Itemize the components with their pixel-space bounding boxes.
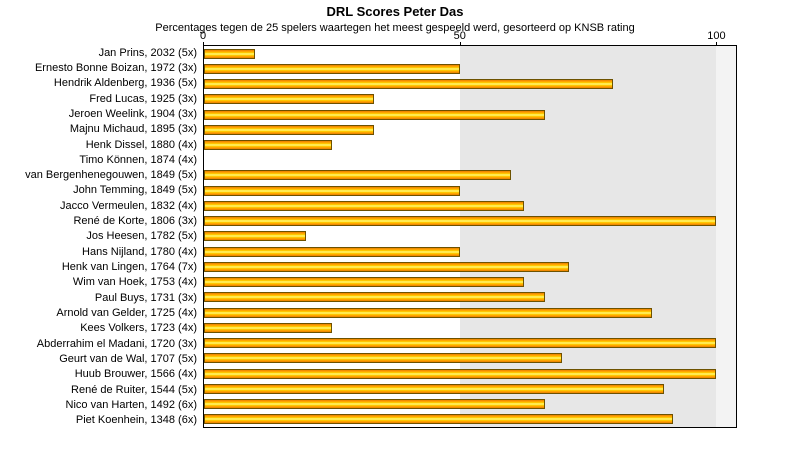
score-bar: [204, 200, 524, 211]
bar-row: [204, 92, 736, 107]
player-label: Henk Dissel, 1880 (4x): [85, 138, 197, 151]
player-label: Timo Können, 1874 (4x): [79, 153, 197, 166]
player-label: Hans Nijland, 1780 (4x): [82, 245, 197, 258]
player-label: Arnold van Gelder, 1725 (4x): [56, 306, 197, 319]
score-bar: [204, 322, 332, 333]
player-label: Abderrahim el Madani, 1720 (3x): [36, 337, 197, 350]
player-label: Fred Lucas, 1925 (3x): [89, 92, 197, 105]
player-label: Huub Brouwer, 1566 (4x): [74, 368, 197, 381]
y-axis-labels: Jan Prins, 2032 (5x) Ernesto Bonne Boizan…: [0, 45, 197, 428]
score-bar: [204, 277, 524, 288]
bar-row: [204, 366, 736, 381]
bar-rows: [204, 46, 736, 427]
score-bar: [204, 79, 614, 90]
bar-row: [204, 275, 736, 290]
bar-row: [204, 290, 736, 305]
bar-row: [204, 183, 736, 198]
score-bar: [204, 94, 375, 105]
bar-row: [204, 46, 736, 61]
x-tick-mark: [716, 42, 718, 45]
shaded-band-over-100: [715, 46, 736, 427]
x-tick-mark: [459, 42, 461, 45]
x-tick-label: 0: [199, 30, 207, 42]
bar-row: [204, 107, 736, 122]
score-bar: [204, 338, 716, 349]
score-bar: [204, 292, 546, 303]
score-bar: [204, 109, 546, 120]
player-label: Nico van Harten, 1492 (6x): [65, 398, 197, 411]
bar-row: [204, 76, 736, 91]
score-bar: [204, 231, 307, 242]
score-bar: [204, 383, 665, 394]
score-bar: [204, 399, 546, 409]
chart-subtitle: Percentages tegen de 25 spelers waartege…: [155, 22, 635, 34]
bar-row: [204, 198, 736, 213]
bar-row: [204, 305, 736, 320]
bar-row: [204, 122, 736, 137]
score-bar: [204, 140, 332, 151]
x-tick-mark: [203, 42, 204, 45]
player-label: Ernesto Bonne Boizan, 1972 (3x): [34, 61, 197, 74]
player-label: John Temming, 1849 (5x): [73, 184, 197, 197]
bar-row: [204, 168, 736, 183]
bar-row: [204, 244, 736, 259]
score-bar: [204, 246, 460, 257]
player-label: Henk van Lingen, 1764 (7x): [61, 261, 197, 274]
bar-row: [204, 396, 736, 411]
score-bar: [204, 216, 716, 227]
bar-row: [204, 61, 736, 76]
x-tick-label: 50: [453, 30, 466, 42]
bar-row: [204, 412, 736, 427]
bar-row: [204, 351, 736, 366]
player-label: Majnu Michaud, 1895 (3x): [69, 123, 197, 136]
player-label: Kees Volkers, 1723 (4x): [80, 322, 197, 335]
score-bar: [204, 414, 674, 425]
score-bar: [204, 170, 511, 181]
player-label: Hendrik Aldenberg, 1936 (5x): [53, 77, 197, 90]
bar-row: [204, 259, 736, 274]
x-axis: 0 50 100: [199, 30, 737, 45]
bar-row: [204, 137, 736, 152]
score-bar: [204, 185, 460, 196]
bar-row: [204, 335, 736, 350]
player-label: Paul Buys, 1731 (3x): [94, 291, 197, 304]
player-label: René de Ruiter, 1544 (5x): [71, 383, 197, 396]
x-tick-label: 100: [707, 30, 726, 42]
score-bar: [204, 124, 375, 135]
player-label: Jeroen Weelink, 1904 (3x): [68, 107, 197, 120]
player-label: Jacco Vermeulen, 1832 (4x): [60, 199, 197, 212]
score-bar: [204, 261, 570, 272]
score-bar: [204, 368, 716, 379]
chart-title: DRL Scores Peter Das: [326, 4, 464, 19]
bar-row: [204, 320, 736, 335]
player-label: van Bergenhenegouwen, 1849 (5x): [25, 169, 197, 182]
player-label: Piet Koenhein, 1348 (6x): [75, 414, 197, 427]
bar-row: [204, 153, 736, 168]
shaded-band-50-100: [459, 46, 716, 427]
player-label: René de Korte, 1806 (3x): [73, 215, 197, 228]
player-label: Wim van Hoek, 1753 (4x): [72, 276, 197, 289]
bar-row: [204, 229, 736, 244]
plot-area: [203, 45, 737, 428]
player-label: Jos Heesen, 1782 (5x): [86, 230, 197, 243]
score-bar: [204, 353, 563, 364]
bar-row: [204, 214, 736, 229]
bar-row: [204, 381, 736, 396]
score-bar: [204, 307, 652, 318]
score-bar: [204, 48, 256, 59]
player-label: Jan Prins, 2032 (5x): [98, 46, 197, 59]
score-bar: [204, 63, 460, 74]
player-label: Geurt van de Wal, 1707 (5x): [59, 352, 197, 365]
